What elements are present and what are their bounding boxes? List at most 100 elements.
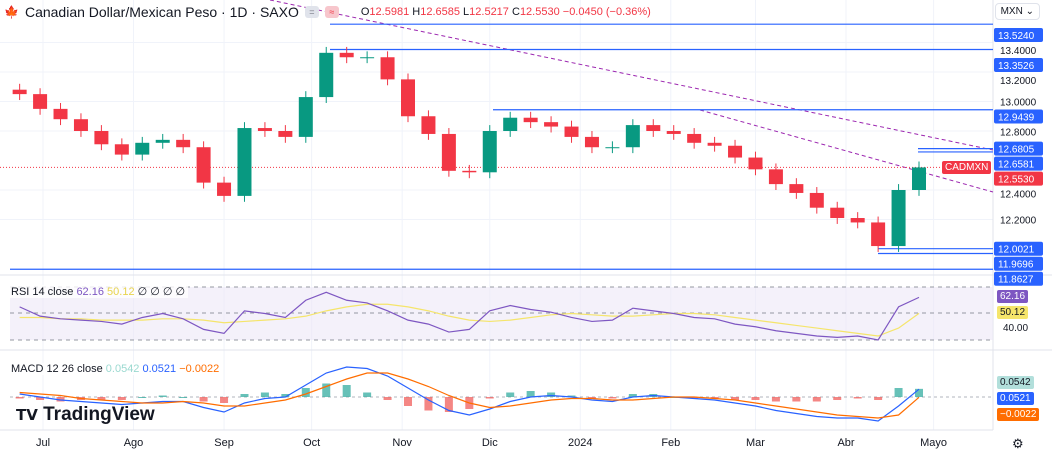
candle-body xyxy=(441,133,456,171)
level-price-label: 13.3526 xyxy=(998,61,1035,72)
candle-body xyxy=(155,139,170,143)
candle-body xyxy=(748,157,763,170)
x-tick-label: Jul xyxy=(36,437,50,449)
candle-body xyxy=(871,222,886,247)
candle-body xyxy=(217,182,232,196)
candle-body xyxy=(339,52,354,58)
macd-histogram-bar xyxy=(322,383,331,397)
macd-histogram-bar xyxy=(853,397,862,399)
macd-histogram-bar xyxy=(158,395,167,397)
macd-histogram-bar xyxy=(547,392,556,397)
candle-body xyxy=(176,139,191,148)
level-price-label: 13.5240 xyxy=(998,31,1035,42)
equals-icon[interactable]: = xyxy=(304,6,319,18)
macd-histogram-bar xyxy=(260,392,269,397)
candle-body xyxy=(707,142,722,146)
tradingview-logo[interactable]: 𝗧𝗩 TradingView xyxy=(16,404,155,425)
candle-body xyxy=(850,218,865,223)
price-tick-label: 13.0000 xyxy=(1000,98,1037,109)
candle-body xyxy=(135,142,150,155)
macd-histogram-bar xyxy=(792,397,801,402)
macd-histogram-bar xyxy=(771,397,780,402)
candle-body xyxy=(809,192,824,208)
candle-body xyxy=(401,79,415,117)
level-price-tag xyxy=(994,271,1043,286)
rsi-value-tag: 62.16 xyxy=(997,290,1029,303)
x-tick-label: Oct xyxy=(303,437,320,449)
x-tick-label: Ago xyxy=(124,437,144,449)
candle-body xyxy=(544,122,559,127)
macd-legend: MACD 12 26 close 0.0542 0.0521 −0.0022 xyxy=(8,363,223,375)
candle-body xyxy=(503,117,518,131)
candle-body xyxy=(53,108,68,120)
macd-histogram-bar xyxy=(444,397,453,412)
symbol-price-tag: CADMXN xyxy=(942,161,992,174)
candle-body xyxy=(319,52,334,98)
price-tick-label: 12.2000 xyxy=(1000,216,1037,227)
macd-histogram-bar xyxy=(608,397,617,399)
last-price-label: 12.5530 xyxy=(998,175,1035,186)
macd-histogram-bar xyxy=(117,397,126,400)
ohlc-values: O12.5981 H12.6585 L12.5217 C12.5530 −0.0… xyxy=(360,6,651,18)
macd-line-tag: 0.0521 xyxy=(997,392,1034,405)
level-price-tag xyxy=(994,241,1043,256)
macd-histogram-bar xyxy=(342,385,351,397)
currency-select[interactable]: MXN ⌄ xyxy=(994,3,1040,20)
rsi-level-40: 40.00 xyxy=(1003,323,1029,334)
macd-signal-tag: −0.0022 xyxy=(997,408,1040,421)
rsi-line xyxy=(19,291,920,341)
macd-histogram-bar xyxy=(240,394,249,397)
candle-body xyxy=(33,94,48,109)
last-price-tag xyxy=(994,171,1043,186)
candle-body xyxy=(687,133,702,143)
price-tick-label: 13.4000 xyxy=(1000,46,1037,57)
candle-body xyxy=(73,119,88,131)
candle-body xyxy=(380,57,395,80)
candle-body xyxy=(768,169,783,185)
wave-icon[interactable]: ≈ xyxy=(324,6,339,18)
candle-body xyxy=(114,144,129,155)
candle-body xyxy=(728,145,743,158)
x-tick-label: 2024 xyxy=(568,437,592,449)
macd-histogram-bar xyxy=(690,397,699,399)
macd-histogram-bar xyxy=(526,391,535,397)
symbol-title[interactable]: Canadian Dollar/Mexican Peso · 1D · SAXO xyxy=(24,4,299,20)
level-price-tag xyxy=(994,58,1043,72)
candle-body xyxy=(482,131,497,173)
candle-body xyxy=(237,128,252,196)
macd-histogram-bar xyxy=(281,394,290,397)
macd-histogram-bar xyxy=(628,394,637,397)
candle-body xyxy=(278,131,293,137)
rsi-legend: RSI 14 close 62.16 50.12 ∅ ∅ ∅ ∅ xyxy=(8,285,189,298)
macd-histogram-bar xyxy=(915,388,923,397)
macd-histogram-bar xyxy=(587,397,596,399)
rsi-ma-tag: 50.12 xyxy=(997,306,1029,319)
candle-body xyxy=(605,147,620,149)
macd-histogram-bar xyxy=(383,397,392,400)
macd-histogram-bar xyxy=(301,388,310,397)
x-tick-label: Abr xyxy=(837,437,854,449)
x-tick-label: Mayo xyxy=(920,437,947,449)
level-price-label: 12.6581 xyxy=(998,160,1035,171)
candle-body xyxy=(789,184,804,193)
macd-histogram-bar xyxy=(751,397,760,400)
macd-histogram-bar xyxy=(199,397,208,402)
candle-body xyxy=(360,57,375,59)
x-tick-label: Mar xyxy=(746,437,765,449)
macd-hist-tag: 0.0542 xyxy=(997,376,1034,389)
macd-histogram-bar xyxy=(485,397,494,399)
chart-header: 🍁 Canadian Dollar/Mexican Peso · 1D · SA… xyxy=(4,4,651,20)
x-tick-label: Sep xyxy=(214,437,234,449)
flag-icon: 🍁 xyxy=(4,5,19,19)
macd-histogram-bar xyxy=(894,388,903,397)
level-price-tag xyxy=(994,256,1043,271)
candle-body xyxy=(625,125,640,148)
candle-body xyxy=(257,128,272,131)
macd-histogram-bar xyxy=(179,397,188,398)
candle-body xyxy=(830,207,845,219)
level-price-tag xyxy=(994,28,1043,42)
settings-icon[interactable]: ⚙ xyxy=(1012,436,1024,451)
candle-body xyxy=(584,136,599,148)
macd-histogram-bar xyxy=(220,397,229,403)
